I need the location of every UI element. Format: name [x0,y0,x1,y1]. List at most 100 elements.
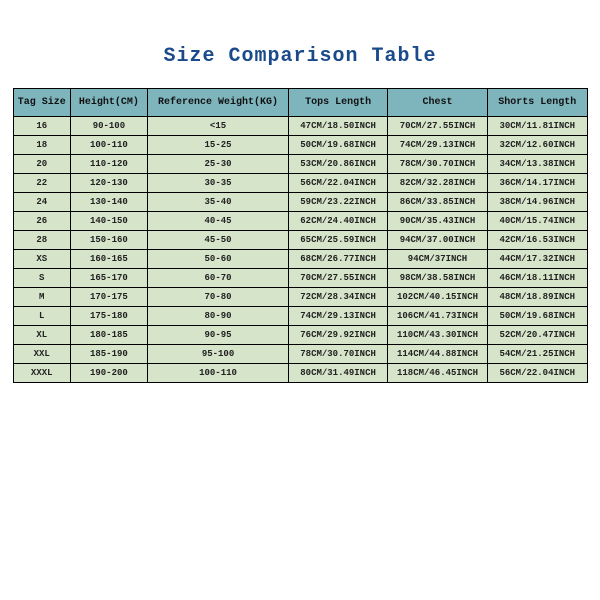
table-cell: 90-95 [147,326,288,345]
table-cell: 98CM/38.58INCH [387,269,487,288]
table-cell: 80CM/31.49INCH [289,364,388,383]
table-cell: 20 [13,155,70,174]
table-cell: 56CM/22.04INCH [488,364,587,383]
table-cell: 26 [13,212,70,231]
table-cell: 140-150 [70,212,147,231]
table-cell: 22 [13,174,70,193]
header-row: Tag Size Height(CM) Reference Weight(KG)… [13,89,587,117]
table-row: 1690-100<1547CM/18.50INCH70CM/27.55INCH3… [13,117,587,136]
table-cell: 46CM/18.11INCH [488,269,587,288]
table-cell: 56CM/22.04INCH [289,174,388,193]
table-cell: 118CM/46.45INCH [387,364,487,383]
table-cell: 100-110 [147,364,288,383]
table-cell: 30-35 [147,174,288,193]
col-ref-weight: Reference Weight(KG) [147,89,288,117]
table-cell: 40CM/15.74INCH [488,212,587,231]
table-row: 28150-16045-5065CM/25.59INCH94CM/37.00IN… [13,231,587,250]
table-cell: 38CM/14.96INCH [488,193,587,212]
table-row: 22120-13030-3556CM/22.04INCH82CM/32.28IN… [13,174,587,193]
table-cell: 72CM/28.34INCH [289,288,388,307]
table-row: XL180-18590-9576CM/29.92INCH110CM/43.30I… [13,326,587,345]
table-cell: 40-45 [147,212,288,231]
table-cell: 50CM/19.68INCH [488,307,587,326]
table-row: 20110-12025-3053CM/20.86INCH78CM/30.70IN… [13,155,587,174]
table-cell: 34CM/13.38INCH [488,155,587,174]
table-cell: 160-165 [70,250,147,269]
col-shorts-len: Shorts Length [488,89,587,117]
table-cell: 102CM/40.15INCH [387,288,487,307]
size-table: Tag Size Height(CM) Reference Weight(KG)… [13,88,588,383]
table-cell: 86CM/33.85INCH [387,193,487,212]
table-cell: 28 [13,231,70,250]
table-row: 26140-15040-4562CM/24.40INCH90CM/35.43IN… [13,212,587,231]
table-cell: 65CM/25.59INCH [289,231,388,250]
table-cell: 53CM/20.86INCH [289,155,388,174]
table-row: XXXL190-200100-11080CM/31.49INCH118CM/46… [13,364,587,383]
table-cell: 80-90 [147,307,288,326]
col-chest: Chest [387,89,487,117]
table-cell: 48CM/18.89INCH [488,288,587,307]
table-cell: 110CM/43.30INCH [387,326,487,345]
table-row: 24130-14035-4059CM/23.22INCH86CM/33.85IN… [13,193,587,212]
table-cell: M [13,288,70,307]
table-cell: 185-190 [70,345,147,364]
table-cell: 15-25 [147,136,288,155]
col-tag-size: Tag Size [13,89,70,117]
table-cell: 190-200 [70,364,147,383]
table-cell: 70CM/27.55INCH [387,117,487,136]
table-cell: 94CM/37INCH [387,250,487,269]
table-cell: XL [13,326,70,345]
table-row: L175-18080-9074CM/29.13INCH106CM/41.73IN… [13,307,587,326]
table-row: M170-17570-8072CM/28.34INCH102CM/40.15IN… [13,288,587,307]
table-row: S165-17060-7070CM/27.55INCH98CM/38.58INC… [13,269,587,288]
table-cell: 44CM/17.32INCH [488,250,587,269]
table-cell: 47CM/18.50INCH [289,117,388,136]
table-cell: 74CM/29.13INCH [387,136,487,155]
table-cell: 175-180 [70,307,147,326]
table-cell: 170-175 [70,288,147,307]
table-cell: 114CM/44.88INCH [387,345,487,364]
table-cell: 36CM/14.17INCH [488,174,587,193]
table-cell: XXL [13,345,70,364]
table-cell: 90-100 [70,117,147,136]
table-cell: 180-185 [70,326,147,345]
table-row: XS160-16550-6068CM/26.77INCH94CM/37INCH4… [13,250,587,269]
table-cell: 100-110 [70,136,147,155]
table-cell: <15 [147,117,288,136]
table-cell: 106CM/41.73INCH [387,307,487,326]
table-cell: 70CM/27.55INCH [289,269,388,288]
table-cell: 45-50 [147,231,288,250]
table-cell: XXXL [13,364,70,383]
table-cell: 165-170 [70,269,147,288]
table-cell: L [13,307,70,326]
table-cell: 24 [13,193,70,212]
table-cell: 30CM/11.81INCH [488,117,587,136]
table-cell: 68CM/26.77INCH [289,250,388,269]
table-cell: 25-30 [147,155,288,174]
table-cell: 150-160 [70,231,147,250]
table-cell: 16 [13,117,70,136]
table-cell: 50CM/19.68INCH [289,136,388,155]
table-cell: 54CM/21.25INCH [488,345,587,364]
table-cell: 52CM/20.47INCH [488,326,587,345]
table-body: 1690-100<1547CM/18.50INCH70CM/27.55INCH3… [13,117,587,383]
table-cell: 90CM/35.43INCH [387,212,487,231]
table-cell: 78CM/30.70INCH [387,155,487,174]
table-cell: 50-60 [147,250,288,269]
table-cell: 32CM/12.60INCH [488,136,587,155]
table-cell: 95-100 [147,345,288,364]
table-cell: 70-80 [147,288,288,307]
col-height: Height(CM) [70,89,147,117]
table-cell: 94CM/37.00INCH [387,231,487,250]
table-cell: 35-40 [147,193,288,212]
col-tops-len: Tops Length [289,89,388,117]
table-cell: 120-130 [70,174,147,193]
table-cell: 18 [13,136,70,155]
table-cell: 110-120 [70,155,147,174]
table-cell: 130-140 [70,193,147,212]
table-cell: 42CM/16.53INCH [488,231,587,250]
table-cell: S [13,269,70,288]
table-cell: 78CM/30.70INCH [289,345,388,364]
page-title: Size Comparison Table [163,45,436,68]
table-cell: 76CM/29.92INCH [289,326,388,345]
